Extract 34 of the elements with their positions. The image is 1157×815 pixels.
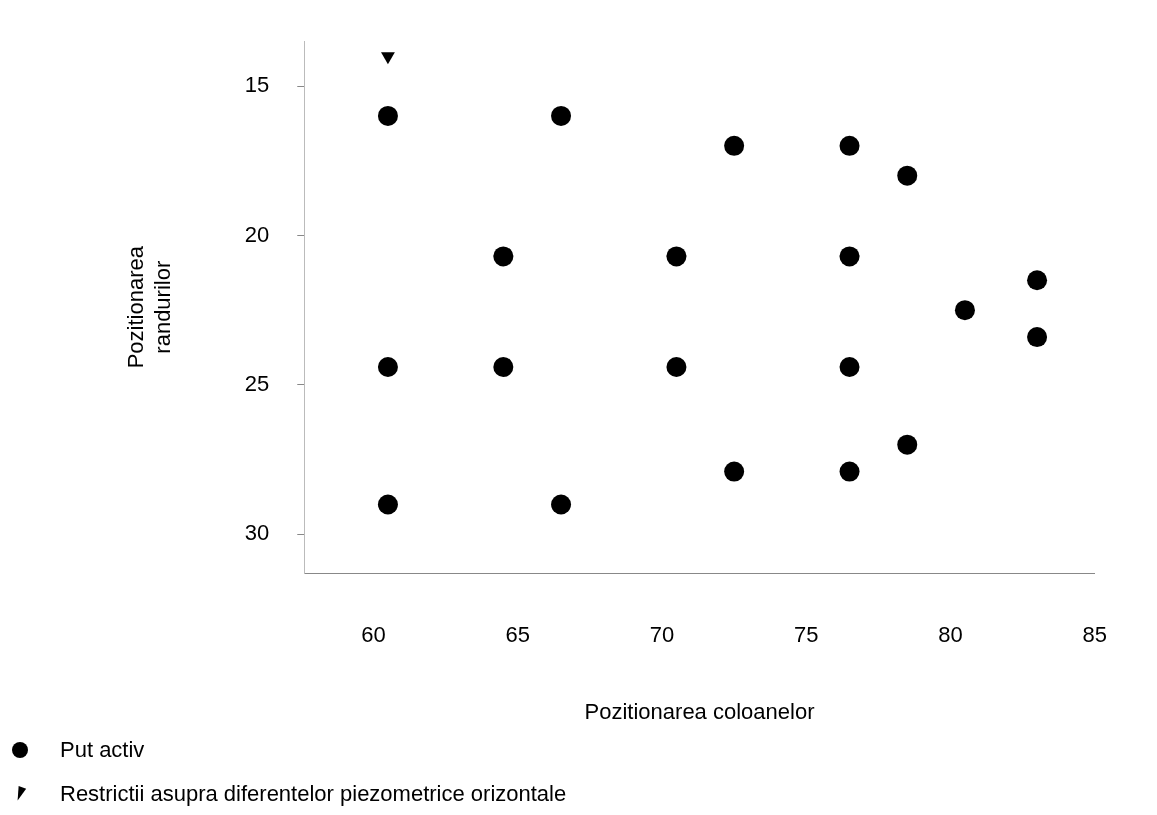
point — [493, 246, 514, 267]
point — [839, 246, 860, 267]
point — [897, 434, 918, 455]
legend-label: Put activ — [60, 737, 145, 763]
point — [377, 356, 398, 377]
point — [954, 300, 975, 321]
y-tick-label: 20 — [244, 221, 270, 247]
y-axis-title: Pozitionarea randurilor — [123, 245, 175, 369]
point — [493, 356, 514, 377]
point — [724, 135, 745, 156]
point — [377, 105, 398, 126]
point — [897, 165, 918, 186]
point — [666, 356, 687, 377]
point — [1027, 327, 1048, 348]
x-tick-label: 60 — [361, 622, 386, 648]
point — [551, 105, 572, 126]
point — [839, 356, 860, 377]
y-tick-label: 25 — [244, 370, 270, 396]
x-tick-label: 85 — [1082, 622, 1108, 648]
legend-label: Restrictii asupra diferentelor piezometrice orizontale — [60, 781, 567, 807]
x-tick-label: 75 — [794, 622, 819, 648]
x-axis-title: Pozitionarea coloanelor — [584, 698, 815, 724]
point — [839, 135, 860, 156]
point — [724, 461, 745, 482]
y-tick-label: 30 — [244, 520, 270, 546]
point — [839, 461, 860, 482]
point — [377, 494, 398, 515]
point — [551, 494, 572, 515]
x-tick-label: 80 — [938, 622, 963, 648]
point — [666, 246, 687, 267]
x-tick-label: 70 — [649, 622, 675, 648]
point — [1027, 270, 1048, 291]
y-tick-label: 15 — [244, 72, 270, 98]
x-tick-label: 65 — [505, 622, 530, 648]
